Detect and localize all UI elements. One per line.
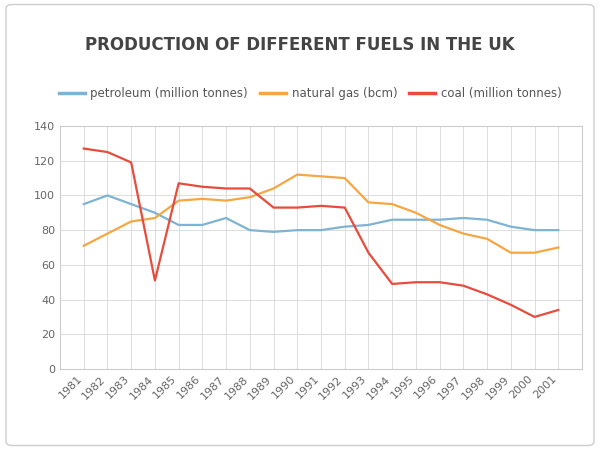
Legend: petroleum (million tonnes), natural gas (bcm), coal (million tonnes): petroleum (million tonnes), natural gas … xyxy=(54,82,566,105)
Text: PRODUCTION OF DIFFERENT FUELS IN THE UK: PRODUCTION OF DIFFERENT FUELS IN THE UK xyxy=(85,36,515,54)
